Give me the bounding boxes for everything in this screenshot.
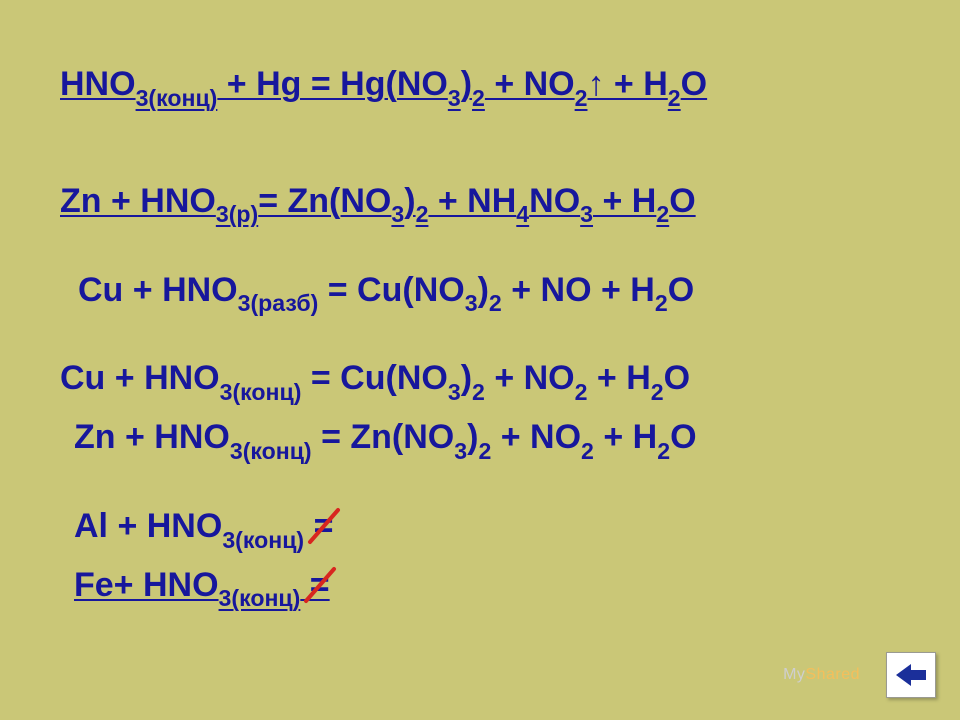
condition-subscript: 3(конц): [222, 527, 304, 553]
subscript: 2: [655, 290, 668, 316]
formula-text: + H: [593, 182, 656, 220]
formula-text: [300, 566, 309, 604]
back-arrow-icon: [896, 664, 926, 686]
condition-subscript: 3(р): [216, 201, 258, 227]
subscript: 2: [575, 379, 588, 405]
no-reaction-mark: =: [314, 502, 334, 550]
formula-text: + NO: [491, 418, 581, 456]
formula-text: + NH: [428, 182, 516, 220]
equation-1: HNO3(конц) + Hg = Hg(NO3)2 + NO2↑ + H2O: [60, 60, 920, 119]
formula-text: ): [461, 65, 472, 103]
condition-subscript: 3(конц): [136, 85, 218, 111]
formula-text: O: [681, 65, 707, 103]
subscript: 2: [656, 201, 669, 227]
back-button[interactable]: [886, 652, 936, 698]
formula-text: O: [670, 418, 696, 456]
subscript: 2: [416, 201, 429, 227]
subscript: 3: [391, 201, 404, 227]
subscript: 3: [448, 85, 461, 111]
condition-subscript: 3(конц): [219, 585, 301, 611]
formula-text: Zn + HNO: [60, 182, 216, 220]
subscript: 2: [478, 438, 491, 464]
subscript: 3: [580, 201, 593, 227]
condition-subscript: 3(конц): [220, 379, 302, 405]
formula-text: Cu + HNO: [60, 359, 220, 397]
formula-text: + NO: [485, 65, 575, 103]
subscript: 3: [454, 438, 467, 464]
watermark-text: MyShared: [783, 666, 860, 684]
condition-subscript: 3(конц): [230, 438, 312, 464]
formula-text: + H: [587, 359, 650, 397]
footer: MyShared: [783, 652, 936, 698]
watermark-my: My: [783, 666, 805, 683]
formula-text: O: [669, 182, 695, 220]
subscript: 2: [472, 379, 485, 405]
formula-text: ): [404, 182, 415, 220]
formula-text: O: [664, 359, 690, 397]
formula-text: = Cu(NO: [318, 271, 464, 309]
no-reaction-mark: =: [310, 561, 330, 609]
condition-subscript: 3(разб): [238, 290, 319, 316]
equation-3: Cu + HNO3(разб) = Cu(NO3)2 + NO + H2O: [60, 266, 920, 325]
equals-sign: =: [310, 566, 330, 604]
subscript: 3: [465, 290, 478, 316]
formula-text: + NO: [485, 359, 575, 397]
subscript: 3: [448, 379, 461, 405]
subscript: 2: [489, 290, 502, 316]
formula-text: NO: [529, 182, 580, 220]
formula-text: + Hg = Hg(NO: [217, 65, 447, 103]
equation-4: Cu + HNO3(конц) = Cu(NO3)2 + NO2 + H2O: [60, 354, 920, 413]
equation-5: Zn + HNO3(конц) = Zn(NO3)2 + NO2 + H2O: [60, 413, 920, 472]
formula-text: Cu + HNO: [78, 271, 238, 309]
formula-text: ↑ + H: [587, 65, 667, 103]
formula-text: = Zn(NO: [258, 182, 391, 220]
formula-text: [304, 507, 313, 545]
slide-page: HNO3(конц) + Hg = Hg(NO3)2 + NO2↑ + H2OZ…: [0, 0, 960, 720]
subscript: 2: [472, 85, 485, 111]
formula-text: ): [467, 418, 478, 456]
subscript: 2: [657, 438, 670, 464]
equation-7: Fe+ HNO3(конц) =: [60, 561, 920, 620]
equation-2: Zn + HNO3(р)= Zn(NO3)2 + NH4NO3 + H2O: [60, 177, 920, 236]
subscript: 4: [516, 201, 529, 227]
subscript: 2: [651, 379, 664, 405]
formula-text: ): [478, 271, 489, 309]
watermark-shared: Shared: [805, 666, 860, 683]
equation-list: HNO3(конц) + Hg = Hg(NO3)2 + NO2↑ + H2OZ…: [60, 60, 920, 620]
formula-text: ): [461, 359, 472, 397]
formula-text: Fe+ HNO: [74, 566, 219, 604]
formula-text: + NO + H: [502, 271, 655, 309]
formula-text: + H: [594, 418, 657, 456]
subscript: 2: [668, 85, 681, 111]
formula-text: Al + HNO: [74, 507, 222, 545]
formula-text: = Cu(NO: [301, 359, 447, 397]
formula-text: = Zn(NO: [312, 418, 455, 456]
formula-text: Zn + HNO: [74, 418, 230, 456]
formula-text: O: [668, 271, 694, 309]
equals-sign: =: [314, 507, 334, 545]
subscript: 2: [581, 438, 594, 464]
subscript: 2: [575, 85, 588, 111]
equation-6: Al + HNO3(конц) =: [60, 502, 920, 561]
formula-text: HNO: [60, 65, 136, 103]
